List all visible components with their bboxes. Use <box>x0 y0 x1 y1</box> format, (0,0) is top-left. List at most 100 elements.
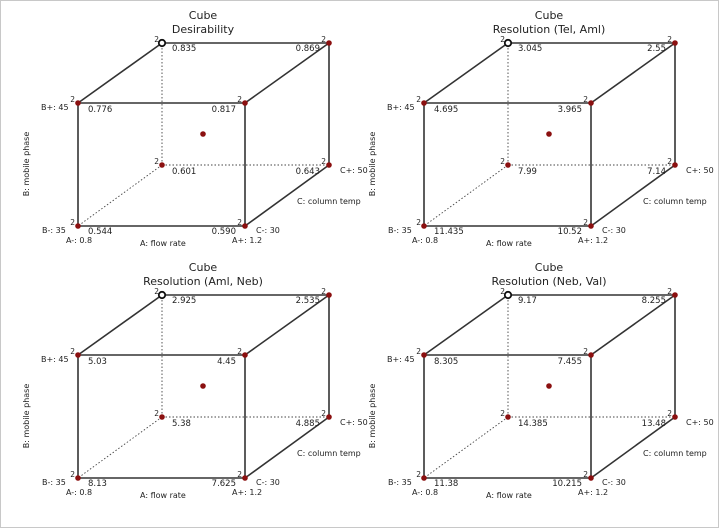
vertex-value-label: 3.965 <box>558 105 582 115</box>
vertex-value-label: 7.625 <box>212 479 236 489</box>
vertex-value-label: 0.643 <box>296 167 320 177</box>
run-count-label: 2 <box>321 287 326 296</box>
run-count-label: 2 <box>500 409 505 418</box>
cube-panel-1: CubeDesirability20.54420.59020.77620.817… <box>22 9 368 248</box>
chart-subtitle: Resolution (Neb, Val) <box>492 275 607 288</box>
design-point <box>672 40 678 46</box>
design-point <box>421 352 427 358</box>
cube-edge <box>244 164 330 227</box>
run-count-label: 2 <box>70 218 75 227</box>
vertex-value-label: 0.544 <box>88 227 112 237</box>
design-point <box>588 475 594 481</box>
chart-title: Cube <box>535 9 564 22</box>
design-point <box>588 100 594 106</box>
run-count-label: 2 <box>154 287 159 296</box>
a-axis-label: A: flow rate <box>486 239 532 248</box>
c-high-label: C+: 50 <box>686 166 714 175</box>
a-high-label: A+: 1.2 <box>578 236 608 245</box>
cube-edge <box>244 294 330 356</box>
optimum-point <box>503 38 513 48</box>
run-count-label: 2 <box>70 470 75 479</box>
vertex-value-label: 8.255 <box>642 296 666 306</box>
design-point <box>242 475 248 481</box>
b-low-label: B-: 35 <box>42 226 66 235</box>
design-point <box>75 100 81 106</box>
design-point <box>672 292 678 298</box>
a-low-label: A-: 0.8 <box>66 236 92 245</box>
vertex-value-label: 2.55 <box>647 44 666 54</box>
run-count-label: 2 <box>500 287 505 296</box>
vertex-value-label: 7.99 <box>518 167 537 177</box>
run-count-label: 2 <box>154 409 159 418</box>
c-high-label: C+: 50 <box>340 166 368 175</box>
c-low-label: C-: 30 <box>602 478 626 487</box>
design-point <box>505 162 511 168</box>
run-count-label: 2 <box>667 35 672 44</box>
run-count-label: 2 <box>667 157 672 166</box>
b-axis-label: B: mobile phase <box>22 384 31 449</box>
vertex-value-label: 0.776 <box>88 105 112 115</box>
vertex-value-label: 8.305 <box>434 357 458 367</box>
run-count-label: 2 <box>237 470 242 479</box>
vertex-value-label: 2.535 <box>296 296 320 306</box>
run-count-label: 2 <box>321 35 326 44</box>
run-count-label: 2 <box>416 95 421 104</box>
design-point <box>326 292 332 298</box>
c-axis-label: C: column temp <box>643 197 707 206</box>
chart-subtitle: Desirability <box>172 23 235 36</box>
center-point <box>200 131 206 137</box>
vertex-value-label: 2.925 <box>172 296 196 306</box>
vertex-value-label: 0.601 <box>172 167 196 177</box>
b-high-label: B+: 45 <box>387 103 415 112</box>
cube-edge <box>77 42 163 104</box>
hidden-edge <box>77 164 163 227</box>
cube-edge <box>590 294 676 356</box>
chart-title: Cube <box>189 9 218 22</box>
hidden-edge <box>423 164 509 227</box>
vertex-value-label: 11.38 <box>434 479 458 489</box>
design-point <box>588 352 594 358</box>
run-count-label: 2 <box>500 35 505 44</box>
vertex-value-label: 7.455 <box>558 357 582 367</box>
vertex-value-label: 4.695 <box>434 105 458 115</box>
b-low-label: B-: 35 <box>42 478 66 487</box>
optimum-point <box>157 290 167 300</box>
c-axis-label: C: column temp <box>643 449 707 458</box>
run-count-label: 2 <box>583 218 588 227</box>
c-low-label: C-: 30 <box>256 226 280 235</box>
vertex-value-label: 11.435 <box>434 227 464 237</box>
chart-subtitle: Resolution (Aml, Neb) <box>143 275 263 288</box>
design-point <box>505 414 511 420</box>
hidden-edge <box>77 416 163 479</box>
vertex-value-label: 4.885 <box>296 419 320 429</box>
vertex-value-label: 5.03 <box>88 357 107 367</box>
design-point <box>588 223 594 229</box>
optimum-point <box>503 290 513 300</box>
b-high-label: B+: 45 <box>41 355 69 364</box>
a-axis-label: A: flow rate <box>486 491 532 500</box>
run-count-label: 2 <box>321 409 326 418</box>
cube-edge <box>590 164 676 227</box>
vertex-value-label: 0.817 <box>212 105 236 115</box>
a-high-label: A+: 1.2 <box>578 488 608 497</box>
cube-edge <box>590 416 676 479</box>
vertex-value-label: 10.215 <box>552 479 582 489</box>
vertex-value-label: 13.48 <box>642 419 666 429</box>
design-point <box>326 40 332 46</box>
center-point <box>200 383 206 389</box>
cube-edge <box>423 294 509 356</box>
cube-edge <box>77 294 163 356</box>
vertex-value-label: 14.385 <box>518 419 548 429</box>
run-count-label: 2 <box>416 470 421 479</box>
chart-subtitle: Resolution (Tel, Aml) <box>493 23 606 36</box>
c-axis-label: C: column temp <box>297 449 361 458</box>
run-count-label: 2 <box>583 95 588 104</box>
b-low-label: B-: 35 <box>388 226 412 235</box>
hidden-edge <box>423 416 509 479</box>
run-count-label: 2 <box>500 157 505 166</box>
vertex-value-label: 8.13 <box>88 479 107 489</box>
a-axis-label: A: flow rate <box>140 491 186 500</box>
run-count-label: 2 <box>70 347 75 356</box>
